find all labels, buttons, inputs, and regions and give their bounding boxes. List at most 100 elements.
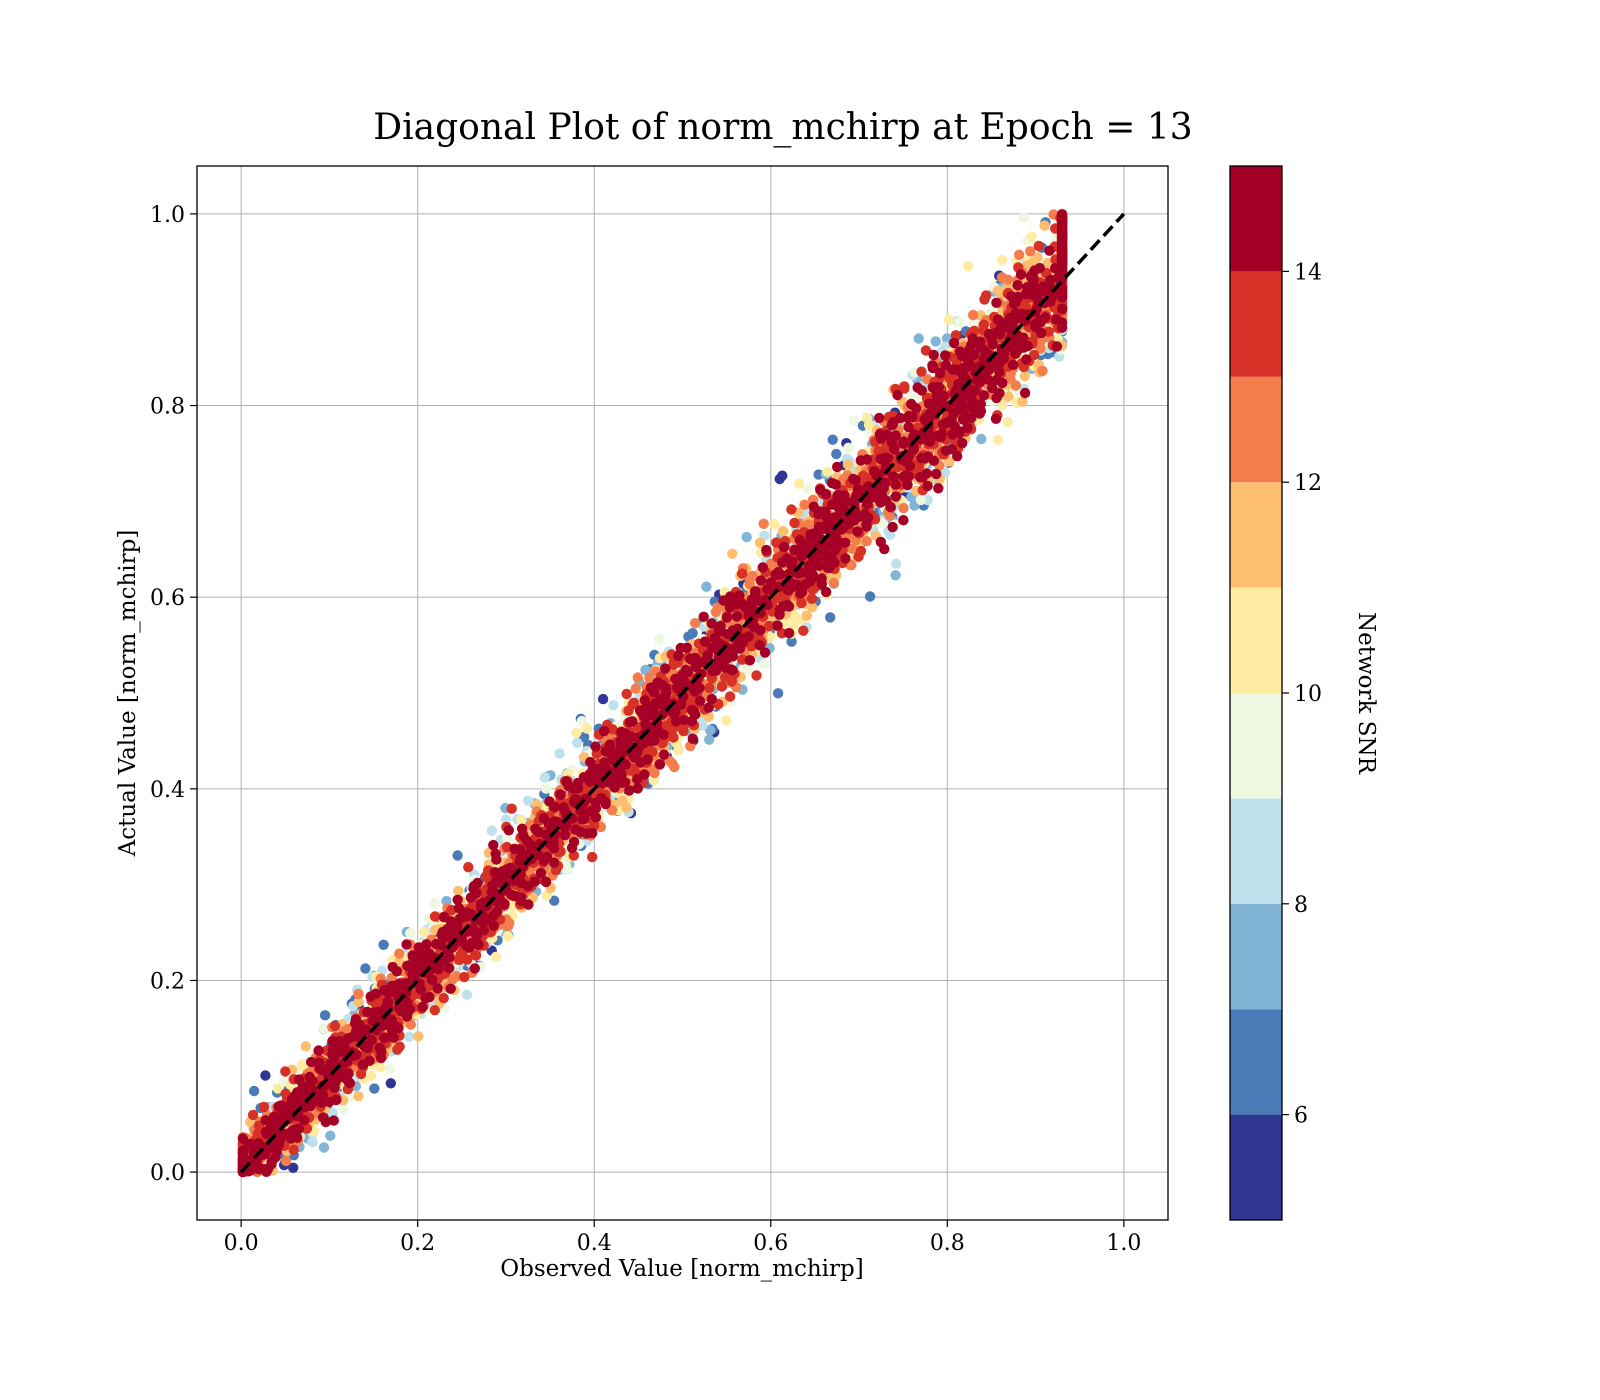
scatter-point bbox=[353, 1091, 364, 1102]
scatter-point bbox=[549, 895, 560, 906]
scatter-point bbox=[992, 434, 1004, 446]
scatter-point bbox=[429, 898, 440, 909]
scatter-point bbox=[898, 502, 909, 514]
scatter-point bbox=[967, 309, 979, 321]
scatter-point bbox=[741, 531, 752, 543]
scatter-point bbox=[806, 602, 818, 613]
scatter-point bbox=[355, 1068, 367, 1080]
scatter-point bbox=[554, 748, 565, 759]
scatter-point bbox=[453, 885, 464, 897]
scatter-point bbox=[721, 715, 732, 726]
scatter-point bbox=[318, 1142, 330, 1153]
scatter-point bbox=[260, 1070, 271, 1081]
scatter-point bbox=[502, 833, 513, 844]
scatter-point bbox=[516, 814, 527, 826]
scatter-point bbox=[1003, 391, 1014, 402]
scatter-point bbox=[772, 688, 784, 699]
scatter-point bbox=[581, 723, 593, 734]
scatter-point bbox=[997, 399, 1008, 411]
scatter-point bbox=[307, 1136, 318, 1148]
scatter-point bbox=[822, 466, 833, 478]
scatter-point bbox=[606, 805, 618, 816]
scatter-point bbox=[777, 470, 788, 481]
scatter-point bbox=[329, 1020, 341, 1032]
scatter-point bbox=[738, 663, 749, 675]
scatter-point bbox=[943, 314, 954, 325]
scatter-point bbox=[843, 442, 854, 453]
chart-title: Diagonal Plot of norm_mchirp at Epoch = … bbox=[373, 107, 1192, 148]
scatter-point bbox=[578, 731, 590, 743]
scatter-point bbox=[384, 1064, 396, 1075]
scatter-point bbox=[490, 951, 502, 963]
scatter-point bbox=[405, 928, 416, 939]
scatter-point bbox=[272, 1083, 283, 1094]
scatter-point bbox=[288, 1162, 299, 1174]
scatter-point bbox=[648, 775, 660, 786]
scatter-point bbox=[1035, 343, 1046, 354]
scatter-point bbox=[378, 939, 389, 950]
scatter-point bbox=[438, 993, 449, 1004]
scatter-point bbox=[1037, 365, 1048, 377]
scatter-point bbox=[769, 518, 780, 530]
scatter-point bbox=[522, 795, 534, 806]
scatter-point bbox=[997, 254, 1008, 265]
scatter-point bbox=[802, 483, 814, 494]
scatter-point bbox=[687, 628, 698, 639]
scatter-point bbox=[280, 1066, 291, 1077]
scatter-point bbox=[759, 658, 770, 669]
scatter-point bbox=[300, 1041, 311, 1052]
scatter-point bbox=[318, 1022, 329, 1034]
scatter-point bbox=[1026, 231, 1038, 242]
scatter-point bbox=[353, 988, 364, 1000]
scatter-point bbox=[452, 850, 463, 861]
scatter-point bbox=[502, 930, 514, 942]
scatter-point bbox=[736, 568, 748, 579]
scatter-point bbox=[576, 715, 588, 727]
scatter-point bbox=[539, 772, 550, 783]
scatter-point bbox=[258, 1101, 270, 1113]
scatter-point bbox=[842, 459, 854, 470]
scatter-point bbox=[950, 330, 962, 341]
scatter-point bbox=[704, 734, 715, 745]
scatter-point bbox=[846, 543, 858, 554]
scatter-point bbox=[1002, 416, 1013, 428]
scatter-point bbox=[916, 366, 927, 377]
scatter-point bbox=[1039, 220, 1050, 231]
scatter-point bbox=[375, 1062, 386, 1073]
scatter-point bbox=[737, 654, 748, 665]
scatter-point bbox=[962, 261, 974, 272]
scatter-point bbox=[954, 316, 965, 328]
scatter-point bbox=[799, 499, 810, 510]
scatter-point bbox=[405, 1019, 416, 1030]
scatter-point bbox=[863, 419, 875, 431]
scatter-point bbox=[689, 618, 701, 629]
scatter-point bbox=[976, 433, 987, 445]
scatter-point bbox=[861, 536, 872, 547]
scatter-point bbox=[758, 518, 769, 529]
scatter-point bbox=[385, 1078, 396, 1089]
scatter-point bbox=[413, 1031, 424, 1042]
scatter-point bbox=[486, 825, 498, 836]
scatter-point bbox=[673, 745, 684, 756]
scatter-point bbox=[571, 727, 582, 738]
scatter-point bbox=[727, 548, 738, 559]
scatter-point bbox=[418, 926, 430, 938]
scatter-point bbox=[451, 971, 462, 982]
scatter-point bbox=[248, 1085, 260, 1097]
scatter-point bbox=[338, 1104, 349, 1115]
scatter-point bbox=[712, 602, 723, 613]
scatter-point bbox=[827, 434, 838, 445]
scatter-point bbox=[828, 577, 840, 589]
scatter-point bbox=[621, 802, 632, 813]
scatter-point bbox=[890, 570, 901, 581]
scatter-point bbox=[801, 610, 813, 621]
scatter-point bbox=[597, 693, 609, 705]
scatter-point bbox=[353, 996, 364, 1008]
scatter-point bbox=[632, 672, 643, 683]
scatter-point bbox=[1014, 249, 1025, 260]
scatter-point bbox=[793, 478, 805, 489]
scatter-point bbox=[461, 989, 473, 1000]
scatter-point bbox=[1002, 274, 1014, 285]
scatter-point bbox=[1033, 240, 1045, 252]
scatter-point bbox=[915, 494, 927, 506]
